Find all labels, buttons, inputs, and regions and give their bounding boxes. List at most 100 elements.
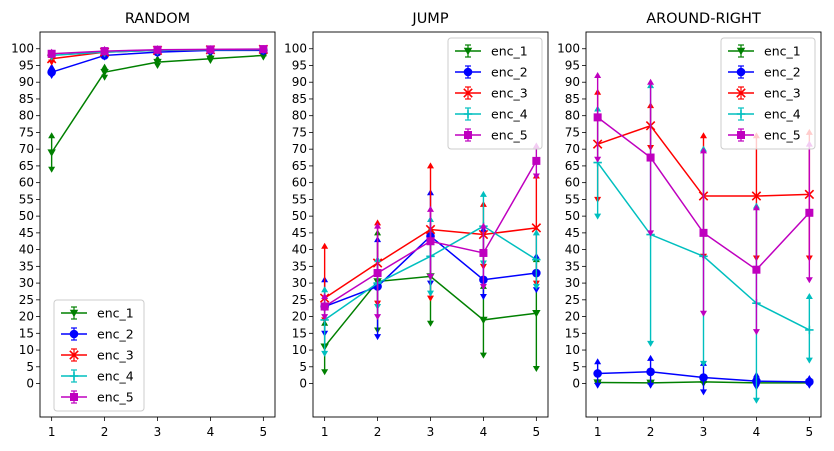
legend-item-enc_5: enc_5: [61, 390, 134, 405]
y-tick-label: 70: [292, 142, 307, 156]
y-tick-label: 0: [572, 377, 580, 391]
panel-3: AROUND-RIGHT0510152025303540455055606570…: [557, 11, 822, 439]
error-cap-upper: [805, 292, 813, 299]
x-tick-label: 1: [594, 425, 602, 439]
chart-title: RANDOM: [125, 11, 190, 27]
error-cap-upper: [594, 72, 602, 79]
error-cap-lower: [700, 360, 707, 367]
error-cap-lower: [700, 389, 707, 396]
y-tick-label: 85: [292, 92, 307, 106]
y-tick-label: 30: [292, 276, 307, 290]
error-cap-upper: [752, 204, 760, 211]
error-cap-lower: [48, 166, 56, 173]
legend-label: enc_2: [764, 65, 801, 80]
x-tick-label: 5: [260, 425, 268, 439]
error-cap-lower: [752, 329, 760, 336]
error-cap-upper: [594, 358, 602, 365]
data-point: [646, 367, 655, 377]
error-cap-lower: [647, 340, 655, 347]
data-point: [805, 208, 814, 217]
legend-box: [720, 37, 816, 150]
error-cap-upper: [479, 222, 487, 229]
y-tick-label: 35: [19, 259, 34, 273]
error-cap-lower: [805, 277, 813, 284]
error-cap-lower: [427, 290, 434, 297]
legend-marker: [736, 88, 746, 98]
data-point: [47, 149, 56, 157]
y-tick-label: 95: [19, 58, 34, 72]
legend-marker: [69, 309, 79, 318]
y-tick-label: 55: [19, 192, 34, 206]
error-cap-lower: [647, 230, 655, 237]
y-tick-label: 20: [565, 310, 580, 324]
error-cap-lower: [647, 382, 655, 389]
error-cap-upper: [101, 63, 109, 70]
data-point: [699, 373, 708, 382]
legend-marker: [736, 67, 746, 77]
error-cap-lower: [427, 273, 434, 280]
y-tick-label: 40: [19, 243, 34, 257]
y-tick-label: 35: [565, 259, 580, 273]
legend-label: enc_3: [764, 86, 801, 101]
legend-marker: [463, 47, 473, 56]
legend-item-enc_3: enc_3: [61, 348, 134, 363]
y-tick-label: 65: [19, 159, 34, 173]
x-tick-label: 3: [427, 425, 435, 439]
error-cap-lower: [594, 156, 602, 163]
legend-marker: [69, 371, 79, 381]
error-cap-lower: [805, 357, 813, 364]
legend-label: enc_3: [97, 348, 134, 363]
x-tick-label: 3: [700, 425, 708, 439]
error-cap-upper: [427, 162, 434, 169]
legend-item-enc_3: enc_3: [455, 86, 528, 101]
legend-item-enc_2: enc_2: [728, 65, 801, 80]
error-cap-upper: [700, 132, 707, 139]
x-tick-label: 3: [154, 425, 162, 439]
error-cap-upper: [647, 78, 655, 85]
legend-item-enc_3: enc_3: [728, 86, 801, 101]
error-cap-lower: [594, 382, 602, 389]
x-tick-label: 5: [533, 425, 541, 439]
y-tick-label: 80: [19, 109, 34, 123]
legend-item-enc_2: enc_2: [61, 327, 134, 342]
data-point: [373, 269, 382, 278]
series-line: [51, 54, 264, 153]
data-point: [805, 377, 814, 387]
y-tick-label: 15: [565, 326, 580, 340]
legend-marker: [69, 350, 79, 360]
chart-title: JUMP: [411, 11, 448, 27]
error-cap-lower: [374, 334, 382, 341]
y-tick-label: 45: [292, 226, 307, 240]
y-tick-label: 90: [565, 75, 580, 89]
y-tick-label: 60: [292, 176, 307, 190]
y-tick-label: 40: [292, 243, 307, 257]
y-tick-label: 15: [19, 326, 34, 340]
data-point: [532, 156, 541, 165]
error-cap-upper: [647, 354, 655, 361]
data-point: [206, 55, 215, 63]
y-tick-label: 50: [292, 209, 307, 223]
chart-title: AROUND-RIGHT: [646, 11, 761, 27]
error-cap-lower: [479, 293, 487, 300]
data-point: [47, 67, 56, 77]
panel-1: RANDOM0510152025303540455055606570758085…: [11, 11, 276, 439]
legend: enc_1 enc_2 enc_3 enc_4 enc_5: [53, 299, 145, 412]
data-point: [153, 45, 162, 54]
y-tick-label: 70: [19, 142, 34, 156]
y-tick-label: 75: [565, 125, 580, 139]
data-point: [479, 316, 488, 325]
panel-2: JUMP051015202530354045505560657075808590…: [284, 11, 549, 439]
error-cap-lower: [594, 213, 602, 220]
data-point: [646, 153, 655, 162]
y-tick-label: 70: [565, 142, 580, 156]
legend-label: enc_2: [491, 65, 528, 80]
y-tick-label: 15: [292, 326, 307, 340]
data-point: [532, 255, 541, 264]
error-cap-upper: [48, 132, 56, 139]
legend: enc_1 enc_2 enc_3 enc_4 enc_5: [447, 37, 543, 150]
x-tick-label: 2: [101, 425, 109, 439]
y-tick-label: 95: [292, 58, 307, 72]
legend-marker: [736, 109, 746, 119]
y-tick-label: 60: [19, 176, 34, 190]
error-cap-lower: [321, 350, 329, 357]
